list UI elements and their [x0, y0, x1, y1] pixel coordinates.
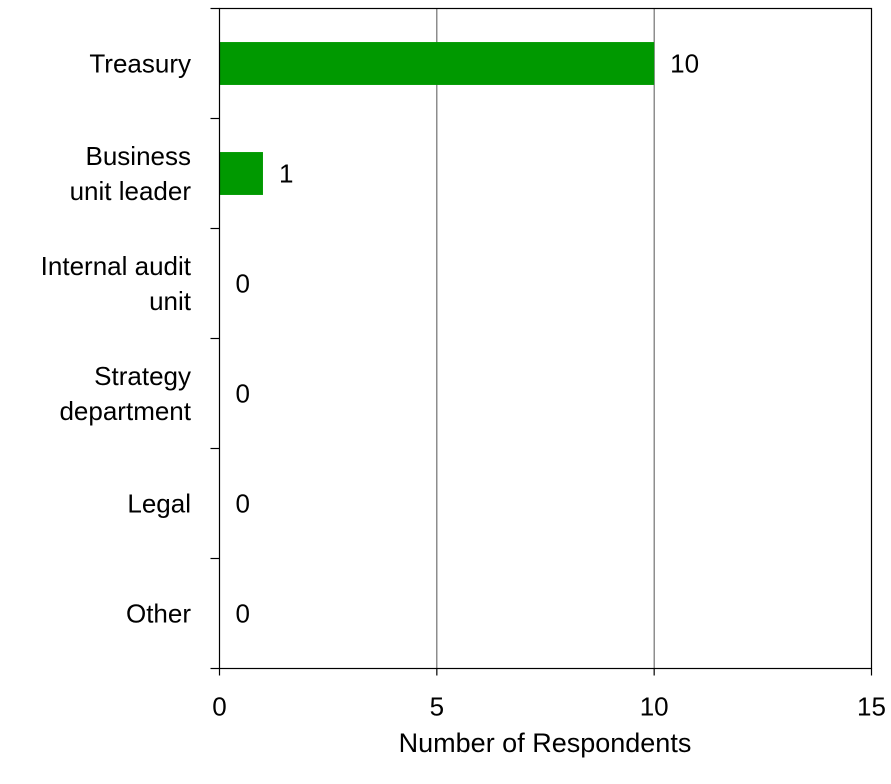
- x-tick-label: 15: [857, 692, 886, 722]
- bars: [219, 42, 655, 195]
- category-label: unit leader: [70, 176, 192, 206]
- category-label: department: [59, 396, 191, 426]
- value-label: 0: [236, 599, 250, 629]
- x-tick-label: 0: [212, 692, 226, 722]
- x-tick-label: 5: [430, 692, 444, 722]
- value-label: 1: [279, 159, 293, 189]
- category-label: Internal audit: [41, 251, 192, 281]
- value-label: 0: [236, 379, 250, 409]
- value-label: 0: [236, 269, 250, 299]
- category-label: Treasury: [89, 49, 191, 79]
- category-label: Other: [126, 599, 191, 629]
- bar-0: [219, 42, 655, 85]
- value-label: 0: [236, 489, 250, 519]
- value-label: 10: [670, 49, 699, 79]
- category-labels: Treasury Business unit leader Internal audi…: [41, 49, 192, 629]
- category-label: Legal: [127, 489, 191, 519]
- category-label: unit: [149, 286, 192, 316]
- category-label: Strategy: [94, 361, 191, 391]
- y-ticks: [210, 7, 220, 670]
- x-tick-labels: 0 5 10 15: [212, 692, 886, 722]
- bar-1: [219, 152, 263, 195]
- category-label: Business: [86, 141, 192, 171]
- x-axis-title: Number of Respondents: [399, 728, 692, 758]
- gridlines: [436, 8, 655, 669]
- x-tick-label: 10: [640, 692, 669, 722]
- x-ticks: [218, 668, 873, 676]
